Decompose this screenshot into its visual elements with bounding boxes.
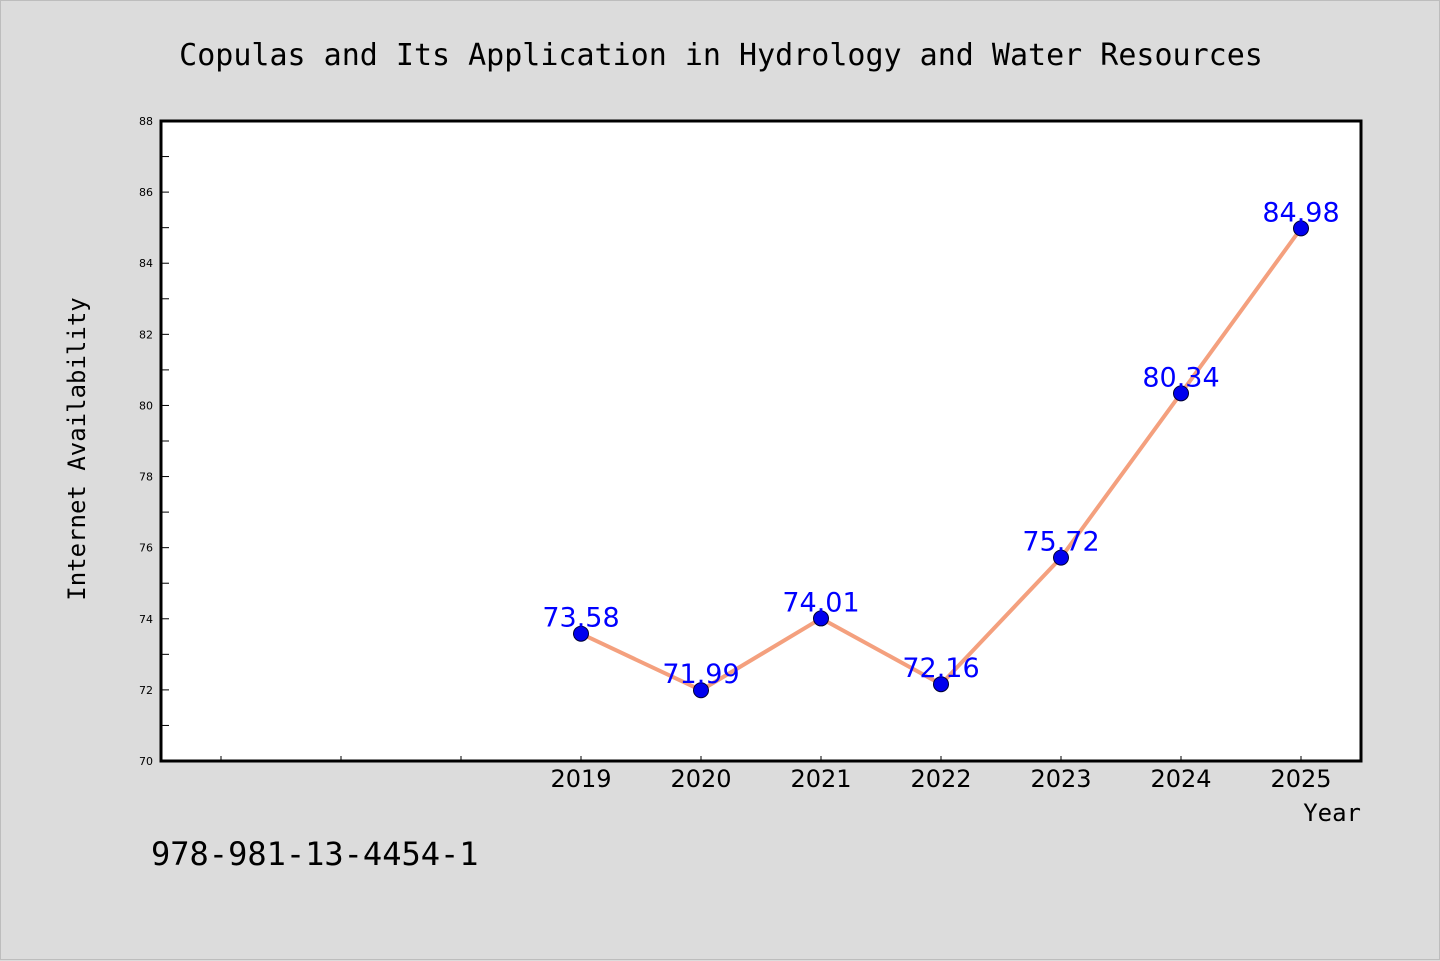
data-label: 74.01 xyxy=(782,587,859,618)
x-tick-label: 2022 xyxy=(910,765,971,793)
ticks-layer: 70 72 74 76 78 80 82 84 86 88 2019 2020 2021 2022 2023… xyxy=(139,115,1332,793)
y-tick-label: 88 xyxy=(139,115,153,128)
y-tick-label: 76 xyxy=(139,542,153,555)
y-tick-label: 72 xyxy=(139,684,153,697)
data-label: 72.16 xyxy=(902,653,979,684)
data-label: 80.34 xyxy=(1142,362,1219,393)
y-tick-label: 86 xyxy=(139,186,153,199)
data-label: 71.99 xyxy=(662,659,739,690)
y-tick-label: 78 xyxy=(139,471,153,484)
x-tick-label: 2019 xyxy=(550,765,611,793)
y-tick-label: 82 xyxy=(139,328,153,341)
y-tick-label: 70 xyxy=(139,755,153,768)
data-point-marker xyxy=(813,610,829,627)
plot-border xyxy=(159,119,1363,763)
x-tick-label: 2023 xyxy=(1030,765,1091,793)
data-label: 75.72 xyxy=(1022,527,1099,558)
series-layer xyxy=(573,220,1309,699)
y-tick-label: 80 xyxy=(139,399,153,412)
data-point-marker xyxy=(573,625,589,642)
y-axis-label: Internet Availability xyxy=(63,297,91,600)
data-labels-layer: 73.58 71.99 74.01 72.16 75.72 80.34 84.98 xyxy=(542,197,1339,690)
x-tick-label: 2024 xyxy=(1150,765,1211,793)
plot-area xyxy=(161,121,1361,761)
data-point-marker xyxy=(1173,385,1189,402)
chart-title: Copulas and Its Application in Hydrology… xyxy=(179,38,1263,73)
data-point-marker xyxy=(1053,549,1069,566)
x-tick-label: 2021 xyxy=(790,765,851,793)
isbn-text: 978-981-13-4454-1 xyxy=(151,835,479,873)
data-point-marker xyxy=(933,676,949,693)
x-tick-label: 2020 xyxy=(670,765,731,793)
data-point-marker xyxy=(1293,220,1309,237)
y-tick-label: 84 xyxy=(139,257,153,270)
y-tick-label: 74 xyxy=(139,613,153,626)
data-point-marker xyxy=(693,682,709,699)
data-label: 73.58 xyxy=(542,603,619,634)
x-tick-label: 2025 xyxy=(1270,765,1331,793)
data-label: 84.98 xyxy=(1262,197,1339,228)
x-axis-label: Year xyxy=(1303,799,1361,827)
